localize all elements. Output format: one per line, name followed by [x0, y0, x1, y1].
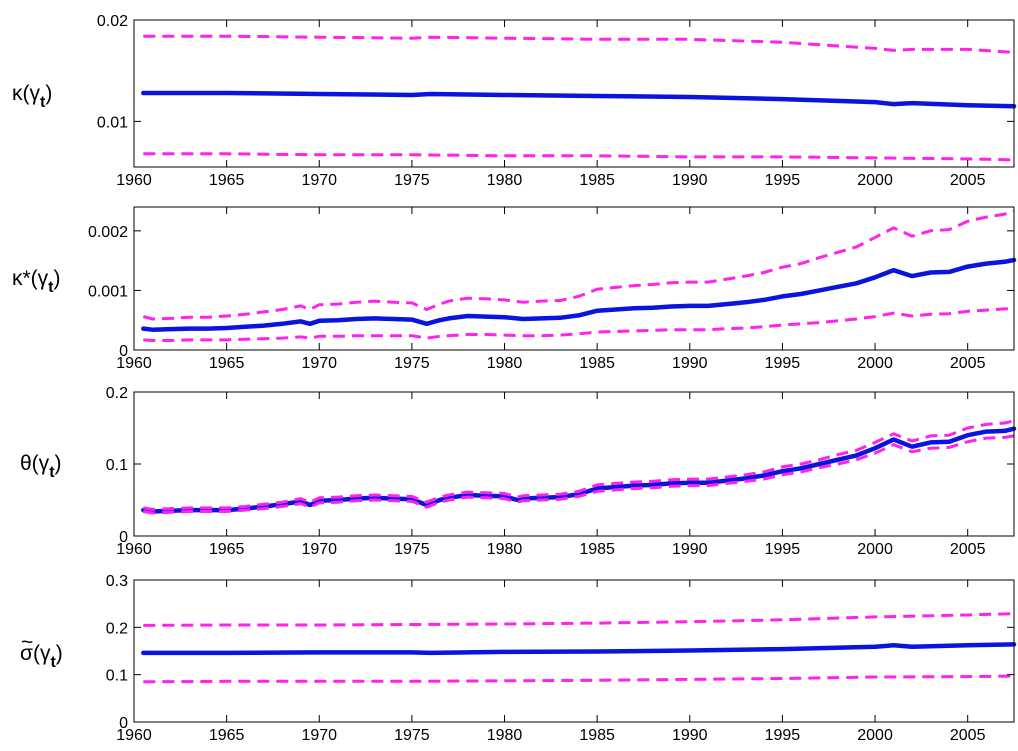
y-tick-label: 0 — [119, 529, 128, 546]
y-axis-label-subscript: t — [40, 94, 46, 111]
y-tick-label: 0.01 — [97, 114, 128, 131]
x-tick-label: 1995 — [765, 541, 801, 558]
x-tick-label: 1970 — [301, 355, 337, 372]
band-line-2-2 — [142, 209, 1015, 321]
y-tick-label: 0.2 — [106, 385, 128, 402]
x-tick-label: 1975 — [394, 541, 430, 558]
y-axis-label-base: κ*(γ — [12, 267, 49, 290]
x-tick-label: 1980 — [487, 541, 523, 558]
x-tick-label: 2000 — [857, 172, 893, 189]
y-tick-label: 0.2 — [106, 620, 128, 637]
x-tick-label: 1985 — [579, 172, 615, 189]
axes-box — [133, 19, 1015, 168]
x-tick-label: 1995 — [765, 355, 801, 372]
x-tick-label: 1990 — [672, 541, 708, 558]
band-line-1-3 — [143, 152, 1015, 162]
x-tick-label: 1960 — [116, 727, 152, 744]
y-tick-label: 0 — [119, 715, 128, 732]
x-tick-label: 1965 — [209, 727, 245, 744]
y-axis-label: θ(γt) — [20, 452, 62, 481]
y-axis-label-base: κ(γ — [12, 82, 40, 105]
x-tick-label: 1965 — [209, 355, 245, 372]
y-axis-label-subscript: t — [50, 654, 56, 671]
y-axis-label: κ(γt) — [12, 82, 52, 111]
x-tick-label: 1970 — [301, 172, 337, 189]
x-tick-label: 2000 — [857, 541, 893, 558]
y-axis-label-close: ) — [55, 452, 62, 475]
x-tick-label: 1990 — [672, 172, 708, 189]
x-tick-label: 2000 — [857, 355, 893, 372]
x-tick-label: 2005 — [950, 172, 986, 189]
y-tick-label: 0.001 — [88, 283, 128, 300]
axes-box — [133, 391, 1015, 537]
x-tick-label: 1970 — [301, 727, 337, 744]
x-tick-label: 1995 — [765, 727, 801, 744]
band-line-4-2 — [143, 612, 1015, 627]
x-tick-label: 2005 — [950, 541, 986, 558]
axes-box — [133, 579, 1015, 723]
y-axis-label-tilde: ~ — [21, 631, 33, 654]
x-tick-label: 1960 — [116, 172, 152, 189]
central-line-3-1 — [141, 426, 1017, 514]
x-tick-label: 1975 — [394, 355, 430, 372]
x-tick-label: 1970 — [301, 541, 337, 558]
y-tick-label: 0 — [119, 343, 128, 360]
axes-box — [133, 206, 1015, 351]
y-axis-label: κ*(γt) — [12, 267, 61, 296]
y-tick-label: 0.02 — [97, 13, 128, 30]
x-tick-label: 1985 — [579, 727, 615, 744]
x-tick-label: 1985 — [579, 355, 615, 372]
y-tick-label: 0.1 — [106, 457, 128, 474]
central-line-1-1 — [141, 90, 1017, 109]
y-tick-label: 0.3 — [106, 573, 128, 590]
y-axis-label-subscript: t — [48, 279, 54, 296]
y-axis-label-subscript: t — [49, 464, 55, 481]
band-line-1-2 — [143, 34, 1015, 54]
x-tick-label: 1975 — [394, 172, 430, 189]
x-tick-label: 2005 — [950, 727, 986, 744]
x-tick-label: 1960 — [116, 541, 152, 558]
y-axis-label-close: ) — [56, 642, 63, 665]
y-axis-label-close: ) — [54, 267, 61, 290]
x-tick-label: 1965 — [209, 541, 245, 558]
band-line-3-3 — [143, 434, 1015, 515]
chart-panel-3: 1960 1965 1970 1975 1980 1985 1990 1995 2000 2005… — [20, 385, 1017, 558]
x-tick-label: 1965 — [209, 172, 245, 189]
x-tick-label: 1995 — [765, 172, 801, 189]
y-tick-label: 0.002 — [88, 224, 128, 241]
y-tick-label: 0.1 — [106, 668, 128, 685]
central-line-4-1 — [141, 642, 1017, 656]
x-tick-label: 1990 — [672, 727, 708, 744]
band-line-4-3 — [143, 674, 1015, 684]
x-tick-label: 1985 — [579, 541, 615, 558]
x-tick-label: 1980 — [487, 727, 523, 744]
chart-panel-4: 1960 1965 1970 1975 1980 1985 1990 1995 2000 2005… — [20, 573, 1017, 744]
band-line-3-2 — [143, 419, 1015, 511]
chart-panel-1: 1960 1965 1970 1975 1980 1985 1990 1995 2000 2005… — [12, 13, 1017, 189]
x-tick-label: 1980 — [487, 172, 523, 189]
x-tick-label: 1960 — [116, 355, 152, 372]
x-tick-label: 1980 — [487, 355, 523, 372]
y-axis-label-base: θ(γ — [20, 452, 50, 475]
x-tick-label: 1975 — [394, 727, 430, 744]
band-line-2-3 — [143, 306, 1015, 342]
x-tick-label: 2005 — [950, 355, 986, 372]
chart-panel-2: 1960 1965 1970 1975 1980 1985 1990 1995 2000 2005… — [12, 206, 1017, 372]
x-tick-label: 1990 — [672, 355, 708, 372]
y-axis-label: σ(γt) — [20, 642, 63, 671]
x-tick-label: 2000 — [857, 727, 893, 744]
y-axis-label-base: σ(γ — [20, 642, 51, 665]
central-line-2-1 — [141, 257, 1017, 332]
y-axis-label-close: ) — [45, 82, 52, 105]
